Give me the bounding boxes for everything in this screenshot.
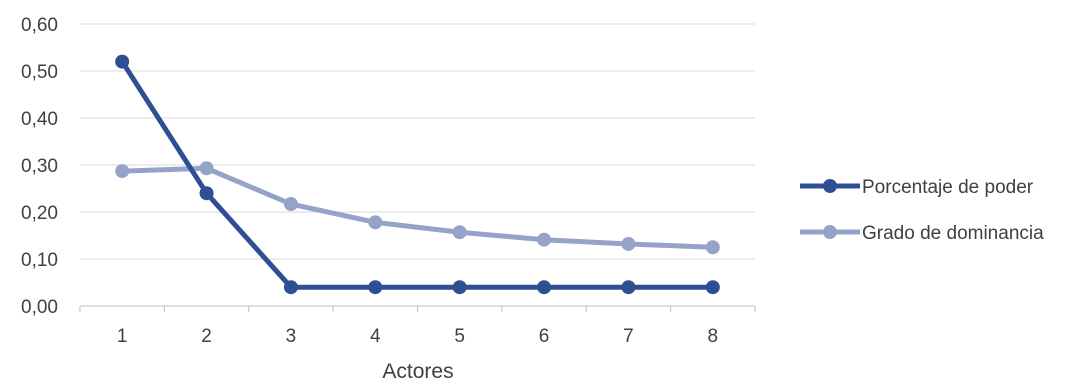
legend: Porcentaje de poder Grado de dominancia [800, 177, 1044, 244]
legend-label: Grado de dominancia [862, 223, 1044, 244]
data-point [621, 236, 636, 251]
y-tick-label: 0,60 [21, 15, 58, 36]
gridlines [80, 23, 755, 307]
x-tick-label: 6 [539, 326, 550, 347]
y-tick-label: 0,10 [21, 250, 58, 271]
data-point [705, 240, 720, 255]
data-point [199, 161, 214, 176]
data-point [537, 232, 552, 247]
x-tick-label: 7 [623, 326, 634, 347]
x-tick-label: 8 [708, 326, 719, 347]
series-line [119, 165, 716, 250]
legend-label: Porcentaje de poder [862, 177, 1034, 198]
series-lines [115, 54, 720, 295]
x-tick-label: 1 [117, 326, 128, 347]
data-point [283, 280, 298, 295]
data-point [199, 186, 214, 201]
data-point [452, 225, 467, 240]
x-axis-tick-labels: 1 2 3 4 5 6 7 8 [79, 306, 756, 347]
data-point [452, 280, 467, 295]
x-axis-title: Actores [382, 360, 453, 383]
legend-swatch-marker [823, 225, 837, 239]
data-point [621, 280, 636, 295]
data-point [283, 197, 298, 212]
data-point [537, 280, 552, 295]
data-point [705, 280, 720, 295]
data-point [115, 164, 130, 179]
data-point [368, 215, 383, 230]
y-axis-tick-labels: 0,00 0,10 0,20 0,30 0,40 0,50 0,60 [21, 15, 58, 318]
x-tick-label: 5 [454, 326, 465, 347]
y-tick-label: 0,30 [21, 156, 58, 177]
y-tick-label: 0,40 [21, 109, 58, 130]
y-tick-label: 0,20 [21, 203, 58, 224]
data-point [368, 280, 383, 295]
legend-swatch-marker [823, 179, 837, 193]
x-tick-label: 3 [286, 326, 297, 347]
x-tick-label: 2 [201, 326, 212, 347]
series-line [119, 59, 716, 290]
y-tick-label: 0,50 [21, 62, 58, 83]
y-tick-label: 0,00 [21, 297, 58, 318]
data-point [115, 54, 130, 69]
x-tick-label: 4 [370, 326, 381, 347]
